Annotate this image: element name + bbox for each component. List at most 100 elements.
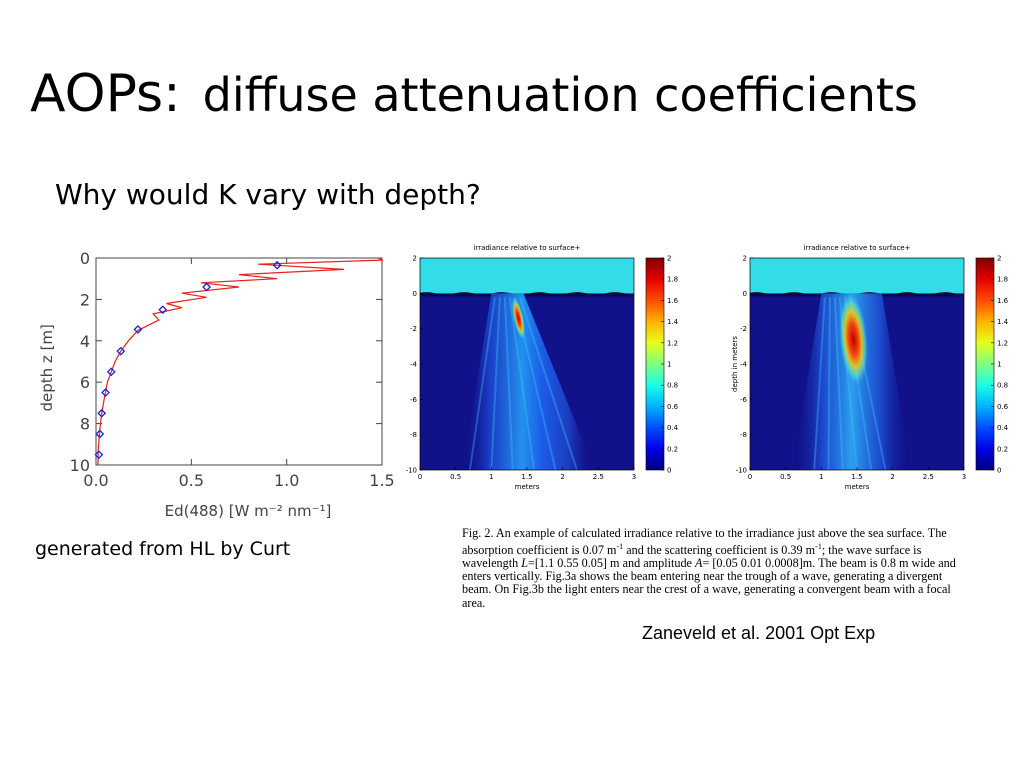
y-tick-label: 0: [80, 249, 90, 268]
hm-b-cb-tick-label: 1: [997, 361, 1001, 369]
heatmap-divergent: irradiance relative to surface+ 0 0.5 1 1.5 2…: [406, 244, 679, 491]
hm-b-x-tick-label: 0.5: [780, 473, 791, 481]
y-tick-label: 8: [80, 415, 90, 434]
hm-b-cb-tick-label: 1.2: [997, 339, 1008, 347]
hm-b-x-label: meters: [845, 483, 870, 491]
caption-part: and the scattering coefficient is 0.39 m: [623, 543, 816, 558]
hm-a-y-tick-label: 0: [413, 290, 417, 298]
y-tick-label: 4: [80, 332, 90, 351]
hm-a-y-tick-label: -6: [410, 396, 418, 404]
hm-a-y-tick-label: -10: [406, 467, 417, 475]
hm-b-cb-tick-label: 0.6: [997, 403, 1009, 411]
hm-b-cb-tick-label: 1.8: [997, 276, 1008, 284]
ed-data-point: [116, 346, 126, 356]
hm-a-colorbar: 2 1.8 1.6 1.4 1.2 1 0.8 0.6 0.4 0.2 0: [645, 255, 679, 475]
hm-a-x-tick-label: 1: [489, 473, 493, 481]
hm-b-y-tick-label: -8: [740, 431, 747, 439]
y-tick-label: 2: [80, 290, 90, 309]
profile-x-label: Ed(488) [W m⁻² nm⁻¹]: [165, 502, 332, 520]
hm-b-hotspot: [838, 293, 868, 386]
ed-data-point: [97, 408, 107, 418]
hm-b-x-tick-label: 3: [962, 473, 966, 481]
question-text: Why would K vary with depth?: [55, 178, 481, 211]
hm-a-y-tick-label: -2: [410, 325, 417, 333]
hm-b-y-tick-label: 2: [743, 255, 747, 263]
hm-a-x-tick-label: 3: [632, 473, 636, 481]
profile-plot-box: [95, 257, 383, 466]
caption-part: Fig. 2. An example of calculated irradia…: [462, 526, 947, 558]
profile-series: [94, 257, 385, 466]
hm-a-streak: [490, 297, 501, 471]
hm-b-y-tick-label: -2: [740, 325, 747, 333]
hm-b-x-tick-label: 2.5: [923, 473, 934, 481]
title-main: AOPs:: [30, 64, 181, 124]
hm-a-cb-tick-label: 0: [667, 467, 671, 475]
y-tick-label: 10: [70, 456, 90, 475]
caption-var: A: [695, 556, 703, 571]
caption-part: ; the wave surface is wavelength: [462, 543, 922, 571]
caption-var: L: [521, 556, 529, 571]
hm-b-cb-tick-label: 2: [997, 255, 1001, 263]
hm-a-cb-tick-label: 0.6: [667, 403, 679, 411]
hm-a-y-tick-label: 2: [413, 255, 417, 263]
hm-b-cb-tick-label: 0: [997, 467, 1001, 475]
hm-b-streak: [827, 297, 831, 471]
hm-b-y-tick-label: -6: [740, 396, 748, 404]
hm-a-cb-tick-label: 1.4: [667, 318, 679, 326]
hm-b-cb-tick-label: 0.4: [997, 424, 1009, 432]
hm-b-streak: [833, 297, 844, 471]
hm-b-cb-tick-label: 0.2: [997, 445, 1008, 453]
hm-a-x-label: meters: [515, 483, 540, 491]
hm-a-cb-tick-label: 0.4: [667, 424, 679, 432]
hm-a-x-tick-label: 0: [418, 473, 422, 481]
hm-b-air-region: [750, 258, 964, 294]
hm-a-surface-line: [420, 292, 634, 297]
hm-b-y-tick-label: 0: [743, 290, 747, 298]
slide-title: AOPs: diffuse attenuation coefficients: [30, 68, 918, 120]
hm-a-cb-tick-label: 0.8: [667, 382, 678, 390]
ed-data-point: [202, 282, 212, 292]
x-tick-label: 0.0: [83, 471, 108, 490]
hm-a-cb-tick-label: 0.2: [667, 445, 678, 453]
hm-a-title: irradiance relative to surface+: [474, 244, 581, 252]
hm-b-x-tick-label: 0: [748, 473, 752, 481]
hm-b-colorbar: 2 1.8 1.6 1.4 1.2 1 0.8 0.6 0.4 0.2 0: [975, 255, 1009, 475]
hm-b-y-label: depth in meters: [731, 336, 739, 392]
hm-a-streak: [518, 297, 578, 471]
hm-a-streak: [503, 297, 514, 471]
ed-data-point: [95, 429, 105, 439]
ed-data-point: [272, 260, 282, 270]
hm-b-title: irradiance relative to surface+: [804, 244, 911, 252]
hm-b-streak: [813, 297, 826, 471]
x-tick-label: 1.0: [274, 471, 299, 490]
ed-data-point: [94, 450, 104, 460]
caption-part: =[1.1 0.55 0.05] m and amplitude: [528, 556, 695, 571]
hm-a-x-tick-label: 0.5: [450, 473, 461, 481]
citation: Zaneveld et al. 2001 Opt Exp: [642, 623, 876, 643]
profile-ticks: 0.0 0.5 1.0 1.5 0 2 4 6 8 10: [70, 249, 395, 490]
hm-a-y-tick-label: -4: [410, 361, 418, 369]
hm-a-hotspot: [511, 296, 526, 340]
caption-sup: -1: [815, 542, 822, 552]
ed-profile-chart: 0.0 0.5 1.0 1.5 0 2 4 6 8 10 Ed(488) [W m⁻² nm⁻¹]…: [38, 249, 395, 520]
hm-b-cb-tick-label: 0.8: [997, 382, 1008, 390]
heatmap-convergent: irradiance relative to surface+ 0 0.5 1 1.5 2…: [731, 244, 1009, 491]
figure-caption: Fig. 2. An example of calculated irradia…: [462, 526, 972, 610]
profile-frame: [95, 257, 383, 466]
x-tick-label: 0.5: [179, 471, 204, 490]
x-tick-label: 1.5: [369, 471, 394, 490]
ed-data-point: [101, 388, 110, 397]
hm-b-x-tick-label: 1: [819, 473, 823, 481]
hm-a-cb-tick-label: 1.2: [667, 339, 678, 347]
hm-a-x-tick-label: 2.5: [593, 473, 604, 481]
hm-a-x-tick-label: 1.5: [521, 473, 532, 481]
profile-y-label: depth z [m]: [38, 324, 56, 411]
hm-a-air-region: [420, 258, 634, 294]
ed-curve-line: [97, 257, 385, 466]
hm-a-cb-tick-label: 1: [667, 361, 671, 369]
hm-a-cb-tick-label: 1.8: [667, 276, 678, 284]
ed-data-point: [133, 324, 143, 334]
hm-a-beam-streaks: [468, 297, 578, 471]
hm-a-light-beam: [462, 293, 595, 470]
caption-part: = [0.05 0.01 0.0008]m. The beam is 0.8 m…: [462, 556, 956, 610]
